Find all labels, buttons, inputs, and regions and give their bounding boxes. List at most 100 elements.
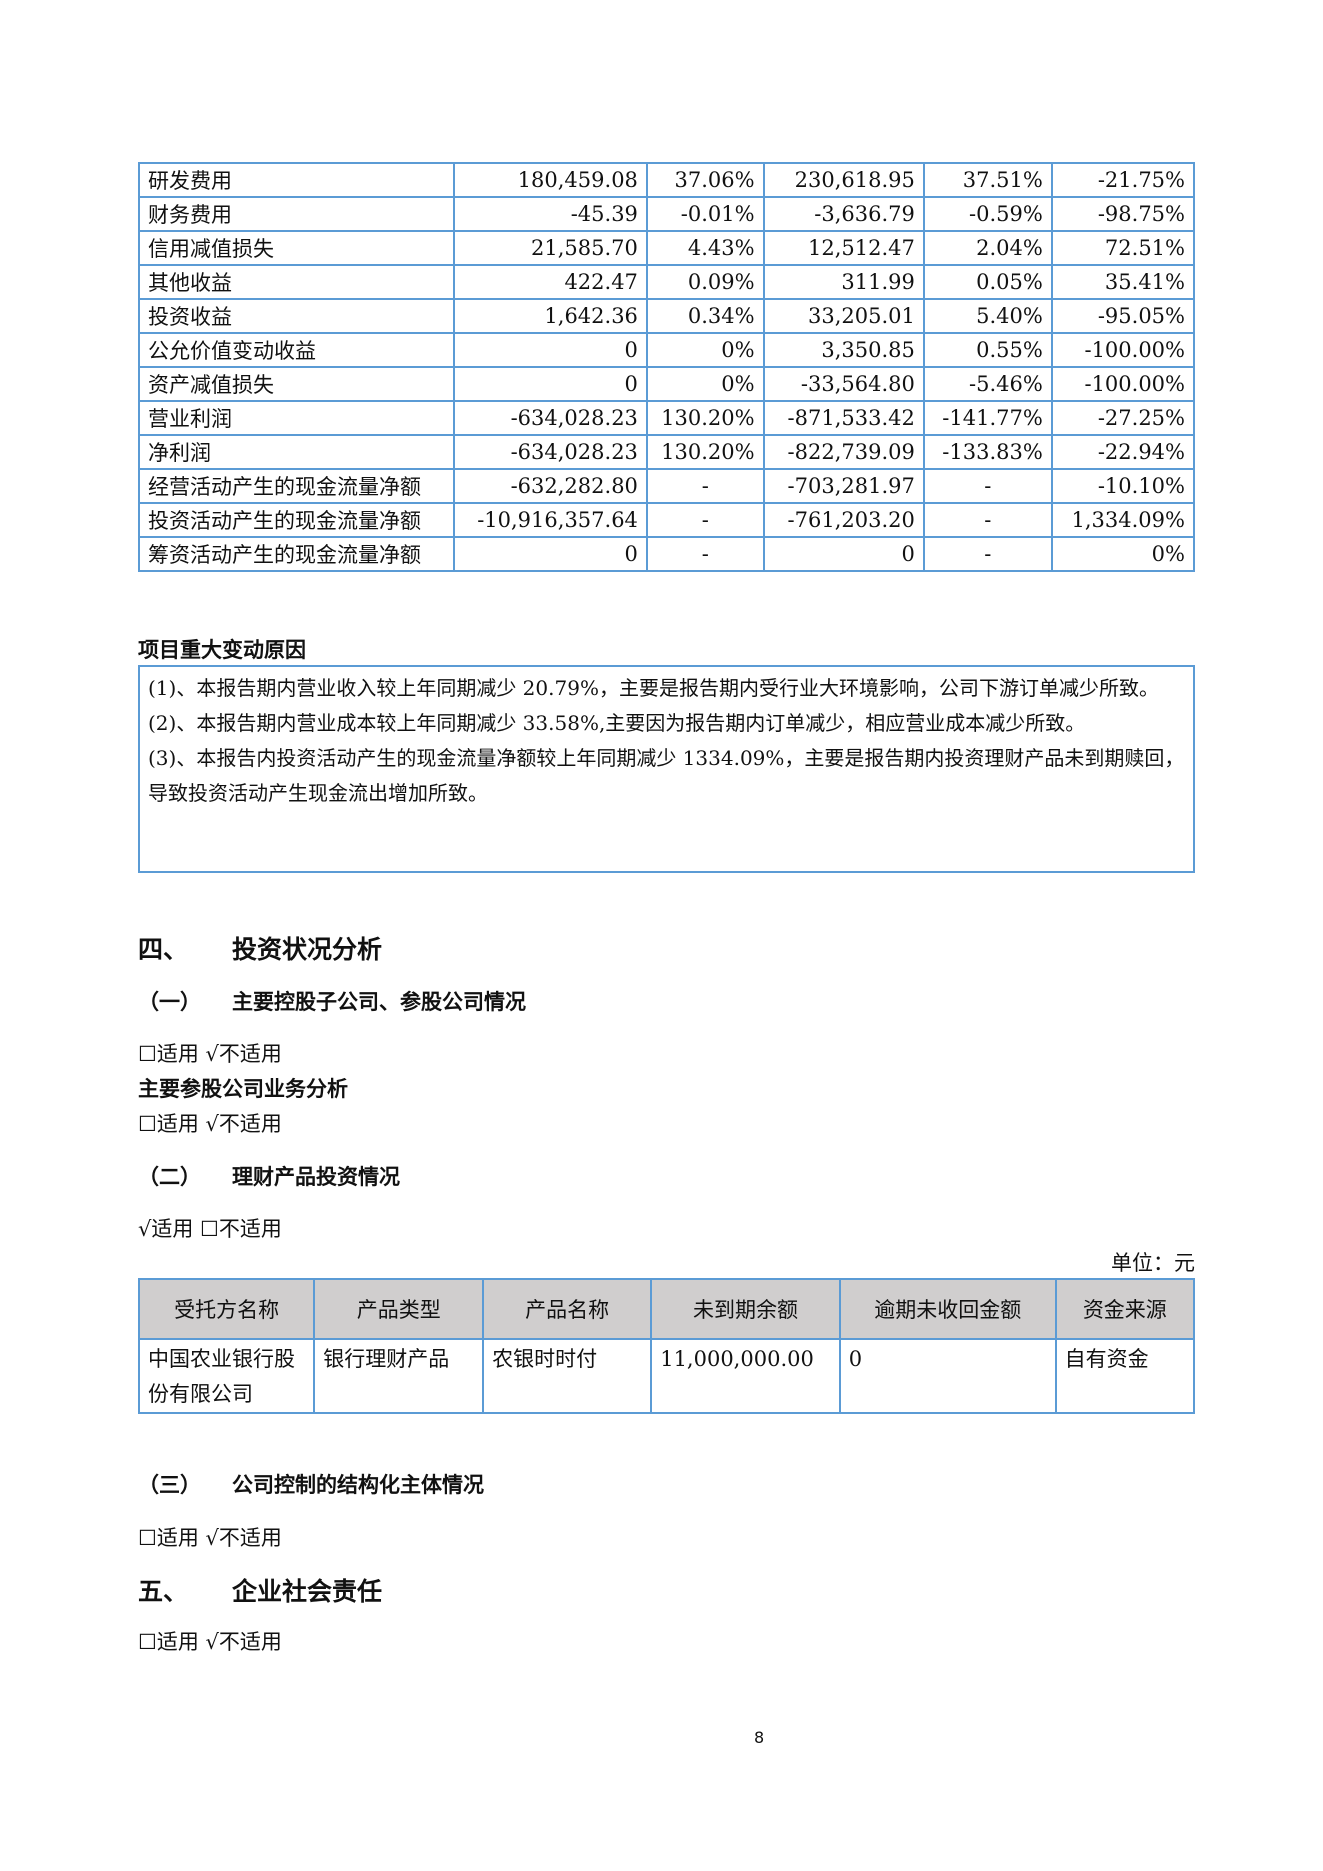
cell: 0.55% xyxy=(922,332,1053,368)
cell: 311.99 xyxy=(762,264,925,300)
cell: -761,203.20 xyxy=(762,502,925,538)
cell: -0.01% xyxy=(645,196,765,232)
reason-item: (1)、本报告期内营业收入较上年同期减少 20.79%，主要是报告期内受行业大环… xyxy=(148,676,1159,700)
table-row: 财务费用 -45.39 -0.01% -3,636.79 -0.59% -98.75% xyxy=(137,196,1196,232)
unit-label: 单位：元 xyxy=(1111,1251,1195,1275)
cell: 230,618.95 xyxy=(762,162,925,198)
section-4-3-num: （三） xyxy=(138,1473,201,1497)
cell: -98.75% xyxy=(1050,196,1196,232)
cell: 中国农业银行股份有限公司 xyxy=(137,1338,316,1414)
cell: 21,585.70 xyxy=(453,230,648,266)
row-label: 资产减值损失 xyxy=(137,366,456,402)
cell: - xyxy=(922,502,1053,538)
cell: -100.00% xyxy=(1050,366,1196,402)
cell: - xyxy=(645,536,765,572)
cell: -0.59% xyxy=(922,196,1053,232)
row-label: 财务费用 xyxy=(137,196,456,232)
table-row: 投资收益 1,642.36 0.34% 33,205.01 5.40% -95.05% xyxy=(137,298,1196,334)
cell: 130.20% xyxy=(645,434,765,470)
cell: -45.39 xyxy=(453,196,648,232)
column-header: 资金来源 xyxy=(1054,1278,1196,1340)
cell: -27.25% xyxy=(1050,400,1196,436)
table-row: 其他收益 422.47 0.09% 311.99 0.05% 35.41% xyxy=(137,264,1196,300)
cell: -133.83% xyxy=(922,434,1053,470)
cell: 5.40% xyxy=(922,298,1053,334)
section-5-num: 五、 xyxy=(138,1577,189,1606)
column-header: 产品名称 xyxy=(482,1278,653,1340)
wealth-product-table: 受托方名称 产品类型 产品名称 未到期余额 逾期未收回金额 资金来源中国农业银行股份有限公… xyxy=(137,1278,1196,1414)
reason-item: (2)、本报告期内营业成本较上年同期减少 33.58%,主要因为报告期内订单减少… xyxy=(148,711,1086,735)
section-4-2-title: 理财产品投资情况 xyxy=(232,1165,400,1189)
applicability-option: ☐适用 √不适用 xyxy=(138,1630,282,1654)
cell: - xyxy=(645,502,765,538)
cell: 72.51% xyxy=(1050,230,1196,266)
column-header: 逾期未收回金额 xyxy=(838,1278,1057,1340)
page-number: 8 xyxy=(754,1728,765,1747)
reasons-title: 项目重大变动原因 xyxy=(138,638,306,662)
cell: 37.06% xyxy=(645,162,765,198)
cell: -703,281.97 xyxy=(762,468,925,504)
table-row: 投资活动产生的现金流量净额 -10,916,357.64- -761,203.20-… xyxy=(137,502,1196,538)
cell: 0 xyxy=(453,366,648,402)
cell: -871,533.42 xyxy=(762,400,925,436)
cell: 0 xyxy=(453,536,648,572)
row-label: 研发费用 xyxy=(137,162,456,198)
cell: -5.46% xyxy=(922,366,1053,402)
table-row: 经营活动产生的现金流量净额 -632,282.80- -703,281.97- -10… xyxy=(137,468,1196,504)
column-header: 受托方名称 xyxy=(137,1278,316,1340)
section-4-1-title: 主要控股子公司、参股公司情况 xyxy=(232,990,526,1014)
row-label: 公允价值变动收益 xyxy=(137,332,456,368)
row-label: 其他收益 xyxy=(137,264,456,300)
section-5-title: 企业社会责任 xyxy=(232,1577,383,1606)
table-row: 筹资活动产生的现金流量净额 0-0-0% xyxy=(137,536,1196,572)
cell: 银行理财产品 xyxy=(313,1338,485,1414)
cell: -95.05% xyxy=(1050,298,1196,334)
cell: -634,028.23 xyxy=(453,400,648,436)
row-label: 信用减值损失 xyxy=(137,230,456,266)
table-row: 研发费用 180,459.08 37.06% 230,618.95 37.51% -21.… xyxy=(137,162,1196,198)
cell: 0 xyxy=(838,1338,1057,1414)
cell: 35.41% xyxy=(1050,264,1196,300)
cell: 农银时时付 xyxy=(482,1338,653,1414)
section-4-3-title: 公司控制的结构化主体情况 xyxy=(232,1473,484,1497)
applicability-option: √适用 ☐不适用 xyxy=(138,1217,282,1241)
column-header: 未到期余额 xyxy=(650,1278,841,1340)
row-label: 净利润 xyxy=(137,434,456,470)
cell: -21.75% xyxy=(1050,162,1196,198)
row-label: 营业利润 xyxy=(137,400,456,436)
cell: 0.09% xyxy=(645,264,765,300)
cell: -10.10% xyxy=(1050,468,1196,504)
cell: 0% xyxy=(1050,536,1196,572)
section-4-1-num: （一） xyxy=(138,990,201,1014)
cell: 自有资金 xyxy=(1054,1338,1196,1414)
cell: 0.05% xyxy=(922,264,1053,300)
applicability-option: ☐适用 √不适用 xyxy=(138,1112,282,1136)
cell: -822,739.09 xyxy=(762,434,925,470)
section-4-num: 四、 xyxy=(138,935,189,964)
cell: 11,000,000.00 xyxy=(650,1338,841,1414)
section-4-title: 投资状况分析 xyxy=(232,935,383,964)
cell: -141.77% xyxy=(922,400,1053,436)
cell: 33,205.01 xyxy=(762,298,925,334)
table-row: 资产减值损失 0 0% -33,564.80 -5.46% -100.00% xyxy=(137,366,1196,402)
cell: 1,642.36 xyxy=(453,298,648,334)
cell: 1,334.09% xyxy=(1050,502,1196,538)
cell: 180,459.08 xyxy=(453,162,648,198)
cell: - xyxy=(922,468,1053,504)
row-label: 投资收益 xyxy=(137,298,456,334)
cell: 0 xyxy=(453,332,648,368)
section-4-2-num: （二） xyxy=(138,1165,201,1189)
cell: -3,636.79 xyxy=(762,196,925,232)
cell: - xyxy=(922,536,1053,572)
cell: 37.51% xyxy=(922,162,1053,198)
table-row: 营业利润 -634,028.23 130.20% -871,533.42 -141.77… xyxy=(137,400,1196,436)
financial-table: 研发费用 180,459.08 37.06% 230,618.95 37.51% -21.… xyxy=(137,162,1196,572)
row-label: 经营活动产生的现金流量净额 xyxy=(137,468,456,504)
table-row: 公允价值变动收益 0 0% 3,350.85 0.55% -100.00% xyxy=(137,332,1196,368)
cell: 2.04% xyxy=(922,230,1053,266)
cell: 130.20% xyxy=(645,400,765,436)
reasons-box: (1)、本报告期内营业收入较上年同期减少 20.79%，主要是报告期内受行业大环… xyxy=(138,665,1195,873)
cell: -10,916,357.64 xyxy=(453,502,648,538)
column-header: 产品类型 xyxy=(313,1278,485,1340)
